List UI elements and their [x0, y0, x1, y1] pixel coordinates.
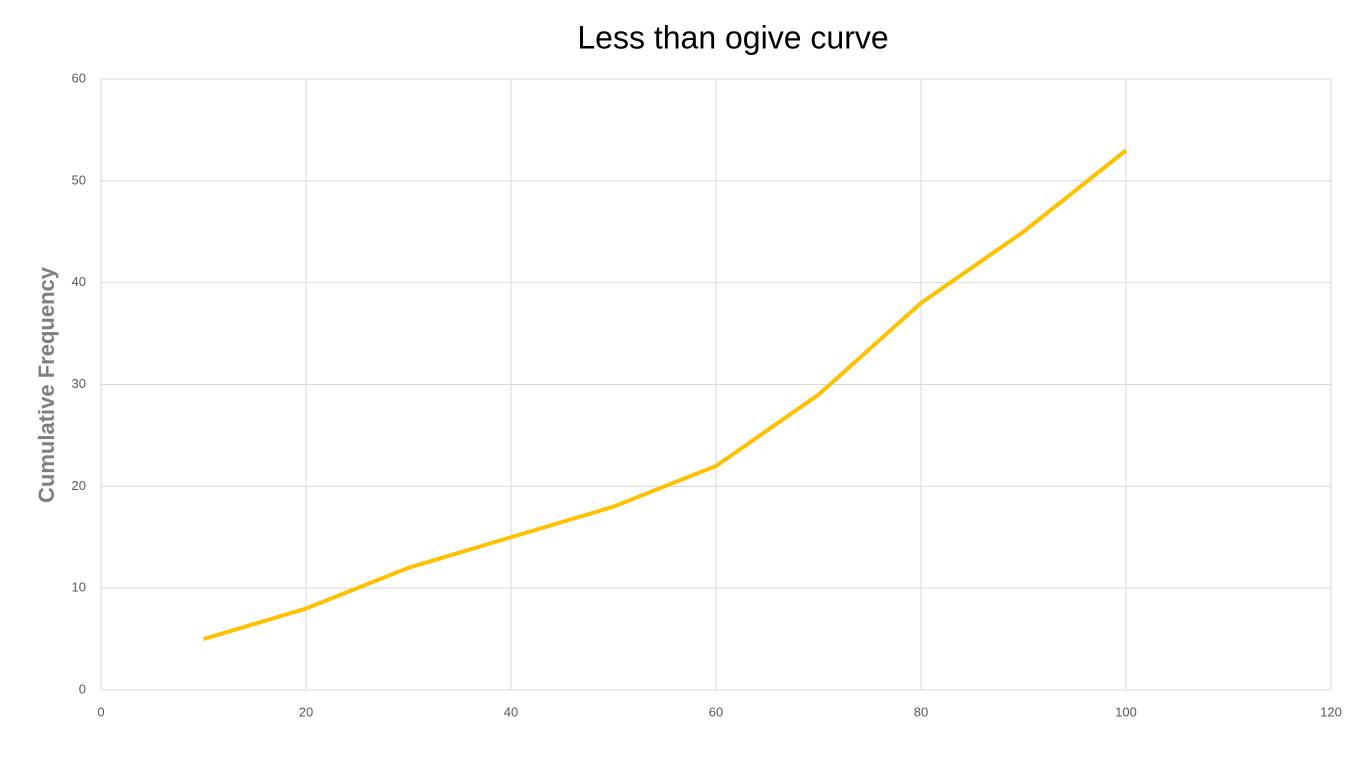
- y-axis-label: Cumulative Frequency: [34, 266, 59, 503]
- chart-title: Less than ogive curve: [577, 19, 888, 55]
- data-line: [202, 148, 1128, 641]
- y-tick-label: 0: [79, 681, 86, 696]
- x-tick-label: 80: [914, 704, 928, 719]
- y-tick-label: 60: [72, 70, 86, 85]
- x-tick-label: 100: [1115, 704, 1137, 719]
- x-tick-label: 20: [299, 704, 313, 719]
- y-tick-label: 50: [72, 172, 86, 187]
- y-tick-label: 40: [72, 274, 86, 289]
- x-tick-label: 0: [97, 704, 104, 719]
- x-tick-label: 60: [709, 704, 723, 719]
- y-tick-label: 10: [72, 580, 86, 595]
- x-tick-label: 120: [1320, 704, 1342, 719]
- y-tick-label: 30: [72, 376, 86, 391]
- x-tick-label: 40: [504, 704, 518, 719]
- y-tick-label: 20: [72, 478, 86, 493]
